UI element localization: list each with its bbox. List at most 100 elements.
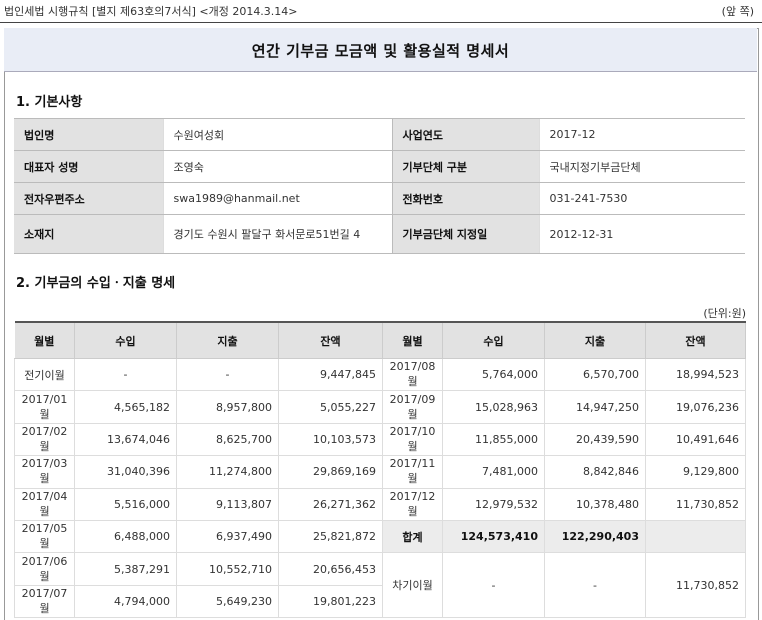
month-cell: 2017/07월 [14, 584, 75, 619]
info-label: 대표자 성명 [14, 150, 163, 183]
form-header-bar: 법인세법 시행규칙 [별지 제63호의7서식] <개정 2014.3.14> (… [0, 0, 762, 23]
total-balance-cell [645, 519, 746, 554]
expense-cell: 8,957,800 [176, 390, 279, 424]
month-cell: 2017/10월 [382, 422, 443, 457]
column-header: 월별 [14, 321, 75, 359]
column-header: 월별 [382, 321, 443, 359]
expense-cell: 8,842,846 [544, 455, 646, 489]
month-cell: 2017/06월 [14, 552, 75, 586]
month-cell: 2017/02월 [14, 422, 75, 457]
section1-heading: 1. 기본사항 [16, 95, 83, 110]
income-cell: 5,764,000 [442, 357, 545, 392]
income-cell: 15,028,963 [442, 390, 545, 424]
carryover-balance-cell: 11,730,852 [645, 552, 746, 619]
expense-cell: 14,947,250 [544, 390, 646, 424]
table-row: 2017/03월 31,040,396 11,274,800 29,869,16… [14, 455, 746, 489]
expense-cell: 6,937,490 [176, 519, 279, 554]
income-expense-table: 월별 수입 지출 잔액 월별 수입 지출 잔액 전기이월 - - 9,447,8… [14, 321, 746, 619]
balance-cell: 10,491,646 [645, 422, 746, 457]
income-cell: 4,565,182 [74, 390, 177, 424]
table-row: 2017/04월 5,516,000 9,113,807 26,271,362 … [14, 487, 746, 521]
table-row: 2017/07월 4,794,000 5,649,230 19,801,223 [14, 584, 746, 619]
income-cell: 12,979,532 [442, 487, 545, 521]
expense-cell: 5,649,230 [176, 584, 279, 619]
month-cell: 2017/12월 [382, 487, 443, 521]
info-value: 조영숙 [162, 150, 392, 183]
info-label: 사업연도 [391, 118, 539, 151]
total-label-cell: 합계 [382, 519, 443, 554]
month-cell: 2017/11월 [382, 455, 443, 489]
balance-cell: 20,656,453 [278, 552, 383, 586]
income-cell: 7,481,000 [442, 455, 545, 489]
month-cell: 2017/03월 [14, 455, 75, 489]
balance-cell: 5,055,227 [278, 390, 383, 424]
income-cell: 4,794,000 [74, 584, 177, 619]
title-box: 연간 기부금 모금액 및 활용실적 명세서 [4, 28, 757, 72]
unit-label: (단위:원) [703, 307, 746, 320]
document-title: 연간 기부금 모금액 및 활용실적 명세서 [251, 42, 510, 60]
month-cell: 2017/05월 [14, 519, 75, 554]
balance-cell: 18,994,523 [645, 357, 746, 392]
table-row: 2017/01월 4,565,182 8,957,800 5,055,227 2… [14, 390, 746, 424]
info-value: swa1989@hanmail.net [162, 182, 392, 215]
info-label: 기부금단체 지정일 [391, 214, 539, 254]
expense-cell: 9,113,807 [176, 487, 279, 521]
column-header: 수입 [74, 321, 177, 359]
info-value: 경기도 수원시 팔달구 화서문로51번길 4 [162, 214, 392, 254]
column-header: 지출 [176, 321, 279, 359]
carryover-label-cell: 차기이월 [382, 552, 443, 619]
carryover-income-cell: - [442, 552, 545, 619]
table-row: 전기이월 - - 9,447,845 2017/08월 5,764,000 6,… [14, 357, 746, 392]
info-value: 2012-12-31 [538, 214, 745, 254]
expense-cell: 8,625,700 [176, 422, 279, 457]
page-side-label: (앞 쪽) [721, 5, 754, 18]
info-value: 국내지정기부금단체 [538, 150, 745, 183]
income-cell: 5,516,000 [74, 487, 177, 521]
balance-cell: 26,271,362 [278, 487, 383, 521]
balance-cell: 9,447,845 [278, 357, 383, 392]
income-cell: 13,674,046 [74, 422, 177, 457]
month-cell: 2017/08월 [382, 357, 443, 392]
month-cell: 2017/04월 [14, 487, 75, 521]
info-value: 2017-12 [538, 118, 745, 151]
table-row: 2017/05월 6,488,000 6,937,490 25,821,872 … [14, 519, 746, 554]
info-value: 수원여성회 [162, 118, 392, 151]
balance-cell: 29,869,169 [278, 455, 383, 489]
income-cell: 31,040,396 [74, 455, 177, 489]
balance-cell: 9,129,800 [645, 455, 746, 489]
info-row: 전자우편주소 swa1989@hanmail.net 전화번호 031-241-… [14, 182, 745, 215]
balance-cell: 25,821,872 [278, 519, 383, 554]
info-label: 소재지 [14, 214, 163, 254]
column-header: 잔액 [645, 321, 746, 359]
month-cell: 전기이월 [14, 357, 75, 392]
total-income-cell: 124,573,410 [442, 519, 545, 554]
info-value: 031-241-7530 [538, 182, 745, 215]
expense-cell: 6,570,700 [544, 357, 646, 392]
expense-cell: 10,378,480 [544, 487, 646, 521]
info-label: 전자우편주소 [14, 182, 163, 215]
income-cell: 6,488,000 [74, 519, 177, 554]
info-row: 대표자 성명 조영숙 기부단체 구분 국내지정기부금단체 [14, 150, 745, 183]
carryover-expense-cell: - [544, 552, 646, 619]
column-header: 지출 [544, 321, 646, 359]
table-row: 2017/02월 13,674,046 8,625,700 10,103,573… [14, 422, 746, 457]
balance-cell: 19,801,223 [278, 584, 383, 619]
info-label: 기부단체 구분 [391, 150, 539, 183]
expense-cell: - [176, 357, 279, 392]
month-cell: 2017/01월 [14, 390, 75, 424]
income-cell: 5,387,291 [74, 552, 177, 586]
basic-info-table: 법인명 수원여성회 사업연도 2017-12 대표자 성명 조영숙 기부단체 구… [14, 118, 745, 254]
total-expense-cell: 122,290,403 [544, 519, 646, 554]
column-header: 수입 [442, 321, 545, 359]
section2-heading: 2. 기부금의 수입ㆍ지출 명세 [16, 276, 176, 291]
table-row: 2017/06월 5,387,291 10,552,710 20,656,453… [14, 552, 746, 619]
info-row: 법인명 수원여성회 사업연도 2017-12 [14, 118, 745, 151]
balance-cell: 11,730,852 [645, 487, 746, 521]
balance-cell: 10,103,573 [278, 422, 383, 457]
info-label: 법인명 [14, 118, 163, 151]
table-header-row: 월별 수입 지출 잔액 월별 수입 지출 잔액 [14, 321, 746, 359]
info-label: 전화번호 [391, 182, 539, 215]
info-row: 소재지 경기도 수원시 팔달구 화서문로51번길 4 기부금단체 지정일 201… [14, 214, 745, 254]
expense-cell: 20,439,590 [544, 422, 646, 457]
expense-cell: 11,274,800 [176, 455, 279, 489]
